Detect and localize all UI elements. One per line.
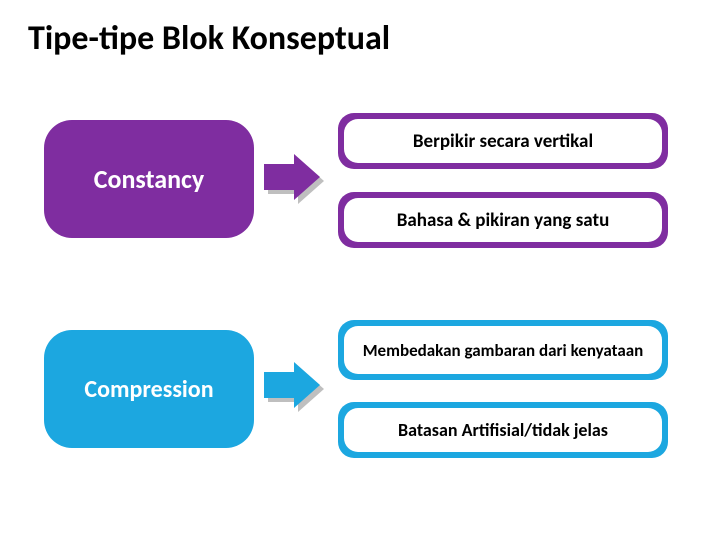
block-compression: Compression	[44, 330, 254, 448]
slide-title: Tipe-tipe Blok Konseptual	[28, 18, 390, 59]
arrow-right-icon	[264, 154, 326, 204]
sub-membedakan-label: Membedakan gambaran dari kenyataan	[344, 326, 662, 374]
block-constancy-label: Constancy	[88, 163, 211, 195]
arrow-right-icon	[264, 362, 326, 412]
arrow-constancy	[264, 154, 326, 204]
sub-membedakan: Membedakan gambaran dari kenyataan	[338, 320, 668, 380]
block-compression-label: Compression	[78, 375, 219, 404]
sub-bahasa: Bahasa & pikiran yang satu	[338, 192, 668, 248]
sub-vertikal-label: Berpikir secara vertikal	[344, 119, 662, 163]
sub-batasan: Batasan Artifisial/tidak jelas	[338, 402, 668, 458]
sub-vertikal: Berpikir secara vertikal	[338, 113, 668, 169]
sub-bahasa-label: Bahasa & pikiran yang satu	[344, 198, 662, 242]
sub-batasan-label: Batasan Artifisial/tidak jelas	[344, 408, 662, 452]
block-constancy: Constancy	[44, 120, 254, 238]
arrow-compression	[264, 362, 326, 412]
